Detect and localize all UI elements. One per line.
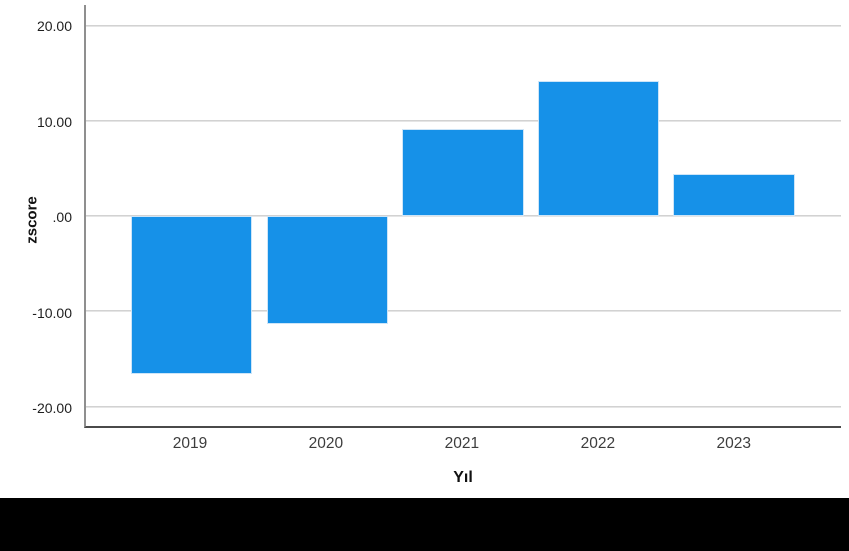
y-tick-label: 20.00 [36,18,72,35]
y-axis-ticks: 20.00 10.00 .00 -10.00 -20.00 [0,5,78,428]
gridline [86,215,841,218]
redaction-bar [0,498,849,551]
gridline [86,120,841,123]
x-axis-title: Yıl [453,469,473,486]
x-tick-label: 2021 [444,435,480,452]
y-tick-label: -20.00 [32,400,72,417]
gridline [86,25,841,28]
bar-2019 [130,216,253,375]
x-tick-label: 2022 [580,435,616,452]
y-tick-label: -10.00 [32,304,72,321]
plot-area [84,5,841,428]
bar-2022 [537,80,660,217]
bar-2021 [402,129,524,217]
bar-2020 [266,216,389,324]
gridline [86,405,841,408]
x-tick-label: 2023 [716,435,752,452]
x-tick-label: 2019 [172,435,208,452]
bar-2023 [673,173,795,217]
x-axis-ticks: 2019 2020 2021 2022 2023 [84,433,841,455]
gridline [86,310,841,313]
x-tick-label: 2020 [308,435,344,452]
y-tick-label: .00 [52,209,72,226]
y-tick-label: 10.00 [36,113,72,130]
